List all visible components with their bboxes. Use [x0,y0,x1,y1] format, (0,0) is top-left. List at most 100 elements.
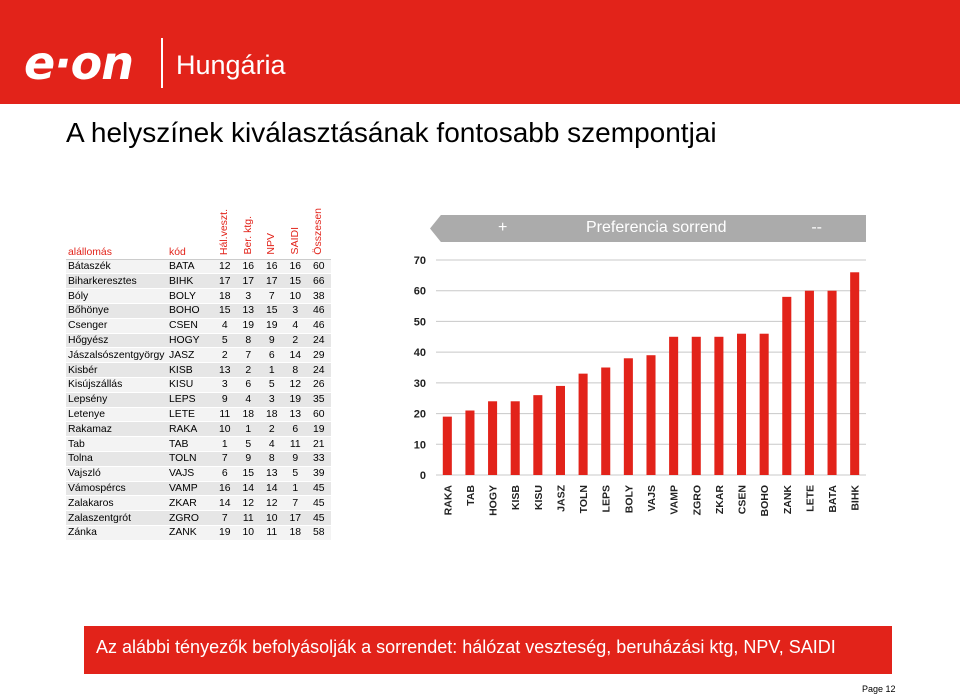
page-title: A helyszínek kiválasztásának fontosabb s… [66,117,717,148]
page-number: Page 12 [862,684,896,694]
cell-code: BOHO [167,303,213,319]
cell-value: 8 [283,362,307,379]
x-tick-label: ZGRO [691,485,703,515]
footer-text: Az alábbi tényezők befolyásolják a sorre… [96,637,836,657]
cell-code: TAB [167,436,213,453]
cell-value: 6 [236,377,260,393]
bar-bihk [850,272,860,475]
cell-location: Vajszló [66,466,167,482]
cell-value: 38 [307,288,331,305]
cell-code: VAMP [167,481,213,497]
bar-zkar [714,336,724,475]
ranking-bar-chart: 0 10 20 30 40 50 60 70 RAKA TAB HOGY KISB KISU JASZ TO… [414,255,866,517]
cell-value: 15 [283,273,307,290]
cell-value: 5 [213,333,237,349]
cell-location: Jászalsószentgyörgy [66,347,167,364]
cell-location: Tab [66,436,167,453]
table-row: Tolna TOLN 7 9 8 9 33 [66,451,331,467]
table-row: Vajszló VAJS 6 15 13 5 39 [66,466,331,482]
cell-code: ZKAR [167,495,213,512]
banner-label: Preferencia sorrend [586,219,727,236]
table-row: Letenye LETE 11 18 18 13 60 [66,407,331,423]
table-row: Bóly BOLY 18 3 7 10 38 [66,288,331,305]
cell-value: 9 [213,392,237,408]
x-tick-label: BOLY [623,485,635,513]
brand-subtitle: Hungária [176,50,286,80]
cell-value: 1 [283,481,307,497]
header-col-5: Összesen [307,208,331,260]
header-col-2: Ber. ktg. [236,208,260,260]
cell-value: 46 [307,318,331,334]
table-row: Lepsény LEPS 9 4 3 19 35 [66,392,331,408]
cell-value: 45 [307,510,331,527]
x-tick-label: TOLN [578,485,590,513]
cell-location: Letenye [66,407,167,423]
table-row: Hőgyész HOGY 5 8 9 2 24 [66,333,331,349]
banner-plus: + [498,219,508,236]
cell-value: 3 [213,377,237,393]
table-row: Bátaszék BATA 12 16 16 16 60 [66,259,331,275]
cell-value: 24 [307,333,331,349]
eon-logo: e·on [24,36,134,90]
cell-value: 26 [307,377,331,393]
cell-value: 8 [236,333,260,349]
cell-code: ZANK [167,525,213,541]
cell-code: RAKA [167,421,213,438]
cell-value: 4 [213,318,237,334]
cell-value: 12 [236,495,260,512]
preference-banner: + Preferencia sorrend -- [430,215,866,242]
cell-value: 7 [260,288,284,305]
header-bar: e·on Hungária [0,0,960,104]
x-tick-label: KISB [510,485,522,511]
table-header-row: alállomás kód Hál.veszt. Ber. ktg. NPV S… [66,208,331,260]
bar-raka [442,416,452,475]
bar-boho [759,333,769,475]
cell-value: 16 [283,259,307,275]
cell-location: Kisújszállás [66,377,167,393]
cell-value: 60 [307,259,331,275]
cell-value: 17 [260,273,284,290]
cell-value: 7 [213,451,237,467]
cell-value: 15 [236,466,260,482]
y-tick-label: 70 [414,255,426,267]
cell-value: 11 [260,525,284,541]
x-tick-label: TAB [465,485,477,506]
x-tick-label: VAJS [646,485,658,512]
cell-value: 17 [236,273,260,290]
table-row: Biharkeresztes BIHK 17 17 17 15 66 [66,273,331,290]
cell-code: ZGRO [167,510,213,527]
bar-boly [623,358,633,475]
bar-vajs [646,355,656,475]
cell-value: 7 [213,510,237,527]
header-code: kód [167,208,213,260]
cell-value: 11 [236,510,260,527]
cell-value: 3 [260,392,284,408]
x-tick-label: CSEN [737,485,749,514]
cell-value: 66 [307,273,331,290]
cell-value: 13 [213,362,237,379]
cell-value: 2 [283,333,307,349]
cell-location: Bóly [66,288,167,305]
header-col-4: SAIDI [283,208,307,260]
cell-value: 24 [307,362,331,379]
cell-value: 12 [213,259,237,275]
cell-code: LETE [167,407,213,423]
cell-value: 8 [260,451,284,467]
cell-value: 12 [260,495,284,512]
cell-code: BOLY [167,288,213,305]
cell-location: Tolna [66,451,167,467]
y-tick-label: 20 [414,409,426,421]
x-tick-label: ZKAR [714,485,726,515]
y-tick-label: 30 [414,378,426,390]
cell-value: 16 [213,481,237,497]
cell-code: JASZ [167,347,213,364]
x-tick-label: HOGY [488,485,500,516]
x-tick-label: JASZ [555,484,567,511]
y-tick-label: 10 [414,439,426,451]
cell-value: 19 [283,392,307,408]
table-row: Tab TAB 1 5 4 11 21 [66,436,331,453]
cell-value: 29 [307,347,331,364]
cell-value: 11 [283,436,307,453]
bar-hogy [488,401,498,475]
table-row: Csenger CSEN 4 19 19 4 46 [66,318,331,334]
